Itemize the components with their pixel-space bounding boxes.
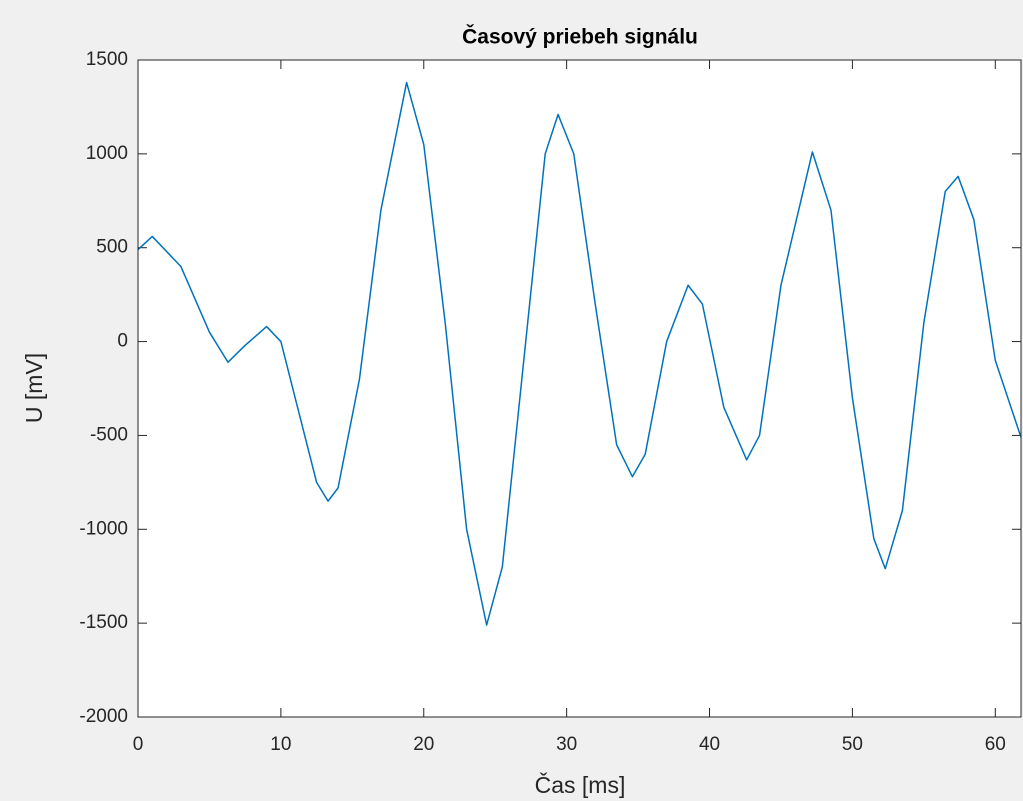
x-tick-label: 10 <box>270 734 291 755</box>
plot-area <box>138 60 1021 717</box>
y-tick-label: -500 <box>90 424 128 445</box>
x-tick-label: 50 <box>842 734 863 755</box>
y-tick-label: -2000 <box>79 706 128 727</box>
y-tick-label: -1000 <box>79 518 128 539</box>
x-tick-label: 40 <box>699 734 720 755</box>
y-axis-label: U [mV] <box>21 353 47 423</box>
y-tick-label: 0 <box>117 331 128 352</box>
x-tick-label: 20 <box>413 734 434 755</box>
signal-line <box>137 81 1022 626</box>
x-axis-label: Čas [ms] <box>535 771 626 798</box>
x-tick-label: 0 <box>133 734 144 755</box>
y-tick-label: 500 <box>96 237 128 258</box>
x-tick-label: 60 <box>985 734 1006 755</box>
y-tick-label: 1000 <box>86 143 128 164</box>
chart-title: Časový priebeh signálu <box>462 25 698 49</box>
y-tick-label: -1500 <box>79 612 128 633</box>
axes-box <box>137 59 1022 718</box>
x-tick-label: 30 <box>556 734 577 755</box>
y-tick-label: 1500 <box>86 49 128 70</box>
